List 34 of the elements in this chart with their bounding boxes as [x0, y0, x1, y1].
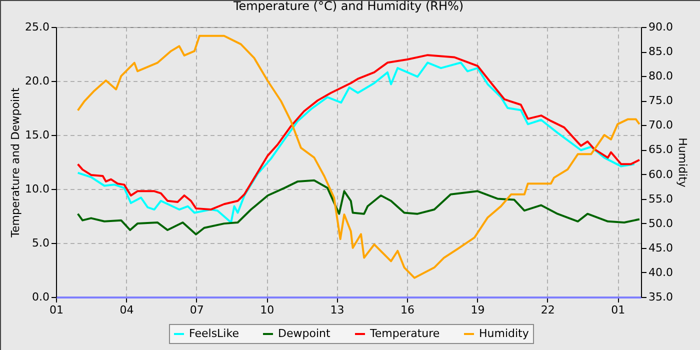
x-tick-label: 19 [470, 304, 485, 316]
chart-title: Temperature (°C) and Humidity (RH%) [232, 0, 464, 13]
legend-label: Temperature [369, 327, 440, 340]
y2-tick-label: 75.0 [648, 94, 673, 108]
y-tick-label: 15.0 [25, 128, 50, 142]
y2-tick-label: 65.0 [648, 143, 673, 156]
y-tick-label: 20.0 [25, 74, 50, 88]
y2-tick-label: 70.0 [648, 118, 673, 132]
x-tick-label: 22 [540, 304, 555, 316]
y2-axis-title: Humidity [676, 138, 689, 188]
y2-tick-label: 80.0 [648, 70, 673, 83]
y-tick-label: 0.0 [32, 290, 50, 304]
legend-label: Dewpoint [278, 327, 331, 340]
x-tick-label: 01 [611, 304, 626, 316]
y2-tick-label: 90.0 [648, 20, 673, 34]
x-tick-label: 16 [400, 304, 414, 316]
y-tick-label: 5.0 [32, 236, 50, 250]
y2-tick-label: 45.0 [648, 241, 673, 254]
y2-tick-label: 55.0 [648, 192, 673, 206]
y2-tick-label: 85.0 [648, 45, 673, 58]
y-tick-label: 10.0 [25, 182, 50, 196]
y2-tick-label: 40.0 [648, 266, 673, 279]
legend-label: Humidity [479, 327, 530, 340]
x-tick-label: 13 [330, 304, 344, 316]
y-tick-label: 25.0 [25, 20, 50, 34]
x-tick-label: 04 [120, 304, 134, 316]
x-tick-label: 07 [190, 304, 204, 316]
legend-label: FeelsLike [189, 327, 240, 340]
y2-tick-label: 60.0 [648, 168, 673, 181]
x-tick-label: 01 [50, 304, 64, 316]
x-tick-label: 10 [260, 304, 274, 316]
y-axis-title: Temperature and Dewpoint [9, 86, 22, 238]
y2-tick-label: 50.0 [648, 216, 673, 230]
y2-tick-label: 35.0 [648, 290, 673, 304]
